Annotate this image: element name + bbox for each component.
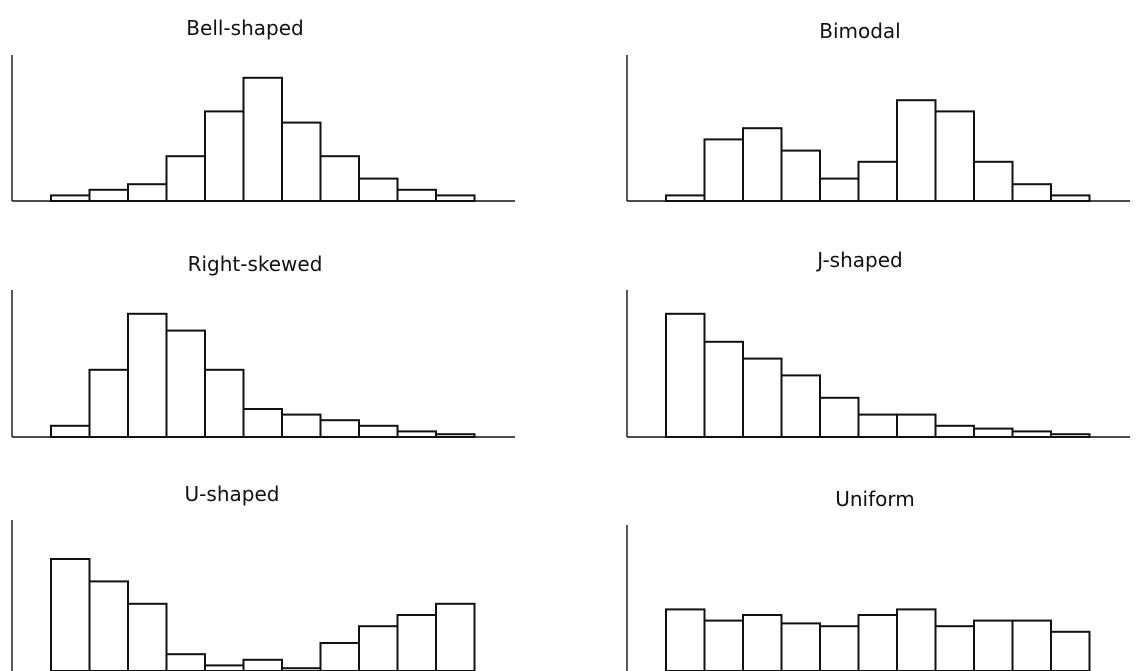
histogram-bar bbox=[396, 614, 437, 671]
bars-group bbox=[665, 312, 1091, 439]
panel-right-skewed: Right-skewed bbox=[11, 252, 515, 439]
histogram-bar bbox=[973, 160, 1014, 203]
histogram-bar bbox=[435, 602, 476, 671]
bars-group bbox=[665, 99, 1091, 203]
histogram-bar bbox=[665, 312, 706, 438]
panel-u-shaped: U-shaped bbox=[11, 482, 476, 671]
histogram-bar bbox=[742, 357, 783, 439]
histogram-bar bbox=[242, 408, 283, 438]
histogram-bar bbox=[242, 658, 283, 671]
histogram-bar bbox=[973, 427, 1014, 439]
histogram-bar bbox=[358, 177, 399, 203]
histogram-bar bbox=[127, 312, 168, 438]
histogram-bar bbox=[88, 188, 129, 203]
histogram-bar bbox=[780, 149, 821, 203]
histogram-bar bbox=[857, 614, 898, 671]
histogram-bar bbox=[50, 424, 91, 438]
histogram-bar bbox=[896, 608, 937, 671]
histogram-bar bbox=[973, 619, 1014, 671]
histogram-bar bbox=[435, 194, 476, 202]
histogram-bar bbox=[1050, 194, 1091, 202]
histogram-bar bbox=[742, 127, 783, 202]
chart-title: U-shaped bbox=[185, 482, 280, 506]
histogram-bar bbox=[165, 329, 206, 439]
histogram-bar bbox=[358, 625, 399, 671]
histogram-bar bbox=[358, 424, 399, 438]
histogram-bar bbox=[703, 340, 744, 438]
histogram-bar bbox=[742, 614, 783, 671]
histogram-bar bbox=[1011, 183, 1052, 202]
histogram-bar bbox=[857, 160, 898, 203]
bars-group bbox=[50, 76, 476, 203]
histogram-bar bbox=[934, 110, 975, 202]
chart-title: Right-skewed bbox=[188, 252, 323, 276]
chart-title: Bimodal bbox=[819, 19, 901, 43]
histogram-bar bbox=[242, 76, 283, 202]
panel-uniform: Uniform bbox=[626, 487, 1091, 671]
panel-j-shaped: J-shaped bbox=[626, 248, 1130, 439]
histogram-bar bbox=[665, 194, 706, 202]
histogram-bar bbox=[396, 188, 437, 203]
histogram-bar bbox=[319, 419, 360, 439]
histogram-bar bbox=[896, 99, 937, 202]
bars-group bbox=[665, 608, 1091, 671]
histogram-bar bbox=[204, 110, 245, 202]
histogram-bar bbox=[1050, 433, 1091, 439]
chart-title: Bell-shaped bbox=[186, 16, 303, 40]
histogram-bar bbox=[127, 602, 168, 671]
histogram-bar bbox=[165, 155, 206, 202]
histogram-bar bbox=[934, 625, 975, 671]
histogram-bar bbox=[127, 183, 168, 202]
chart-title: Uniform bbox=[835, 487, 915, 511]
histogram-bar bbox=[819, 177, 860, 203]
histogram-bar bbox=[281, 413, 322, 439]
bars-group bbox=[50, 312, 476, 439]
histogram-bar bbox=[1011, 430, 1052, 438]
chart-title: J-shaped bbox=[815, 248, 902, 272]
histogram-bar bbox=[204, 368, 245, 438]
histogram-bar bbox=[1050, 630, 1091, 671]
panel-bimodal: Bimodal bbox=[626, 19, 1130, 203]
histogram-bar bbox=[819, 625, 860, 671]
histogram-bar bbox=[396, 430, 437, 438]
histogram-bar bbox=[50, 194, 91, 202]
histogram-bar bbox=[819, 396, 860, 438]
histogram-bar bbox=[281, 121, 322, 202]
histogram-bar bbox=[780, 374, 821, 438]
histogram-bar bbox=[319, 155, 360, 202]
histogram-bar bbox=[780, 622, 821, 671]
histogram-bar bbox=[1011, 619, 1052, 671]
histogram-bar bbox=[435, 433, 476, 439]
histogram-bar bbox=[934, 424, 975, 438]
histogram-bar bbox=[204, 664, 245, 671]
histogram-bar bbox=[88, 368, 129, 438]
panel-bell-shaped: Bell-shaped bbox=[11, 16, 515, 203]
histogram-bar bbox=[665, 608, 706, 671]
histogram-bar bbox=[703, 138, 744, 202]
histogram-bar bbox=[703, 619, 744, 671]
histogram-bar bbox=[857, 413, 898, 439]
histogram-bar bbox=[50, 558, 91, 671]
histogram-bar bbox=[88, 580, 129, 671]
bars-group bbox=[50, 558, 476, 671]
histogram-bar bbox=[896, 413, 937, 439]
histogram-bar bbox=[319, 642, 360, 671]
histogram-bar bbox=[165, 653, 206, 671]
